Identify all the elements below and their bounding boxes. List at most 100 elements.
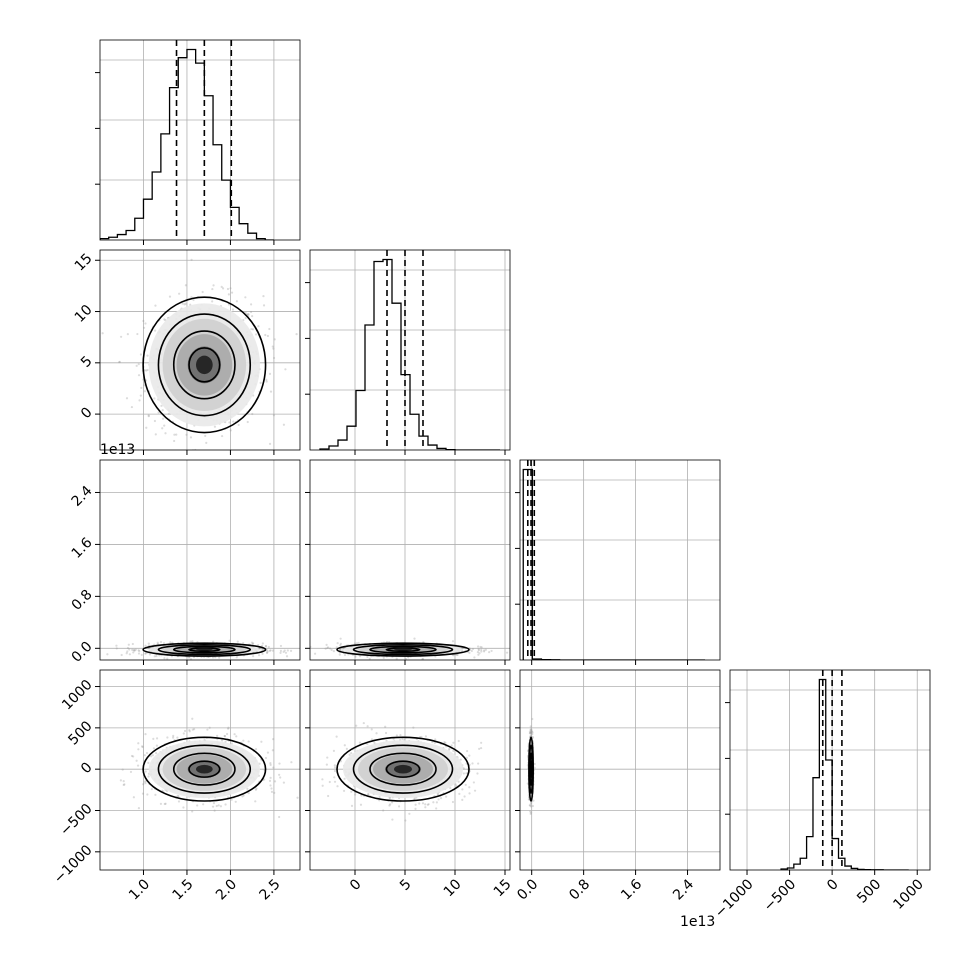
sample-point xyxy=(264,333,267,337)
sample-point xyxy=(463,795,466,798)
sample-point xyxy=(168,295,172,298)
contour-line xyxy=(369,752,437,786)
sample-point xyxy=(477,649,480,652)
sample-point xyxy=(262,295,265,298)
sample-point xyxy=(215,804,218,808)
sample-point xyxy=(244,296,247,299)
sample-point xyxy=(483,649,486,652)
sample-point xyxy=(227,303,231,306)
sample-point xyxy=(269,762,272,765)
sample-point xyxy=(333,764,336,767)
sample-point xyxy=(466,749,469,753)
sample-point xyxy=(257,654,261,657)
sample-point xyxy=(333,780,337,783)
contour-line xyxy=(172,752,236,786)
sample-point xyxy=(244,316,247,320)
sample-point xyxy=(348,753,351,756)
sample-point xyxy=(255,787,258,790)
sample-point xyxy=(208,726,211,729)
sample-point xyxy=(273,780,277,783)
sample-point xyxy=(339,648,342,652)
sample-point xyxy=(147,642,150,645)
sample-point xyxy=(257,325,260,328)
sample-point xyxy=(326,756,329,759)
sample-point xyxy=(339,642,343,645)
sample-point xyxy=(229,287,232,290)
sample-point xyxy=(125,397,129,400)
panel-frame xyxy=(99,459,301,661)
sample-point xyxy=(154,793,157,796)
sample-point xyxy=(133,649,136,652)
sample-point xyxy=(473,789,477,792)
sample-point xyxy=(146,793,149,796)
sample-point xyxy=(226,287,230,291)
sample-point xyxy=(272,414,276,417)
sample-point xyxy=(382,656,385,660)
histogram-step xyxy=(780,678,909,870)
y-tick-label: 1000 xyxy=(59,677,96,714)
sample-point xyxy=(479,746,483,750)
sample-point xyxy=(278,815,281,819)
sample-point xyxy=(265,380,268,383)
sample-point xyxy=(172,736,175,739)
sample-point xyxy=(221,739,224,742)
sample-point xyxy=(468,651,471,655)
sample-point xyxy=(242,642,245,645)
sample-point xyxy=(290,761,293,764)
sample-point xyxy=(182,806,185,809)
sample-point xyxy=(133,649,136,652)
sample-point xyxy=(282,423,286,426)
sample-point xyxy=(355,724,358,727)
sample-point xyxy=(188,729,191,732)
sample-point xyxy=(246,420,249,424)
sample-point xyxy=(329,647,332,650)
sample-point xyxy=(132,796,135,799)
x-tick-label: 10 xyxy=(441,876,465,900)
sample-point xyxy=(125,652,128,655)
sample-point xyxy=(527,798,530,801)
sample-point xyxy=(252,642,255,645)
sample-point xyxy=(456,653,459,656)
sample-point xyxy=(157,411,160,414)
sample-point xyxy=(131,648,134,651)
sample-point xyxy=(206,728,209,731)
sample-point xyxy=(449,786,452,790)
sample-point xyxy=(424,803,427,806)
sample-point xyxy=(269,649,272,652)
sample-point xyxy=(414,803,417,806)
sample-point xyxy=(220,285,223,289)
sample-point xyxy=(123,783,126,786)
sample-point xyxy=(169,641,172,644)
sample-point xyxy=(399,734,402,737)
sample-point xyxy=(353,642,357,645)
sample-point xyxy=(152,747,156,750)
sample-point xyxy=(477,648,480,651)
sample-point xyxy=(227,293,230,296)
sample-point xyxy=(139,394,142,397)
sample-point xyxy=(138,399,141,402)
sample-point xyxy=(265,651,269,654)
density-layer xyxy=(101,258,298,458)
sample-point xyxy=(278,762,281,765)
sample-point xyxy=(354,655,357,659)
sample-point xyxy=(324,647,327,650)
sample-point xyxy=(198,456,200,458)
sample-point xyxy=(477,762,480,765)
sample-point xyxy=(141,792,145,795)
sample-point xyxy=(279,644,283,648)
sample-point xyxy=(181,302,184,305)
sample-point xyxy=(327,794,330,798)
sample-point xyxy=(480,646,483,649)
sample-point xyxy=(266,650,269,653)
sample-point xyxy=(144,782,147,785)
x-tick-label: 500 xyxy=(854,876,884,906)
sample-point xyxy=(426,803,429,806)
sample-point xyxy=(279,776,282,779)
sample-point xyxy=(296,796,299,799)
sample-point xyxy=(231,308,235,311)
contour-line xyxy=(142,296,267,434)
sample-point xyxy=(159,640,163,644)
sample-point xyxy=(106,653,109,656)
hist-panel-2 xyxy=(515,459,721,665)
sample-point xyxy=(205,441,208,445)
